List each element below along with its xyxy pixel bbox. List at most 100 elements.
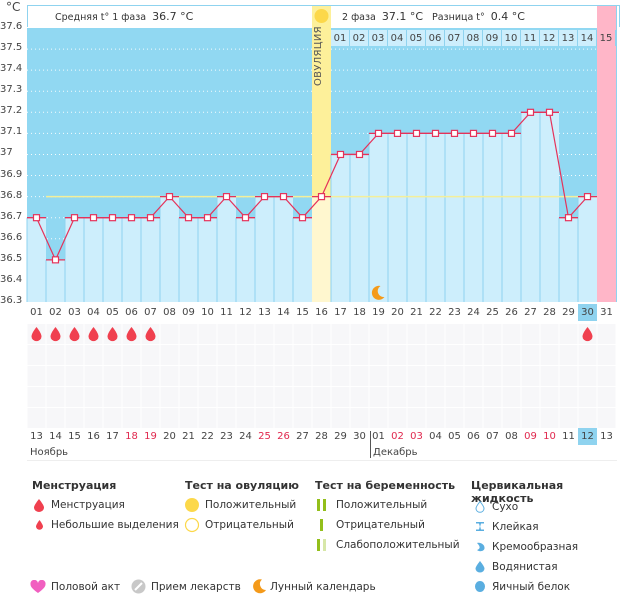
legend-item-menstruation: Менструация: [51, 499, 125, 511]
calendar-date-label[interactable]: 03: [410, 431, 423, 442]
calendar-date-label[interactable]: 18: [125, 431, 138, 442]
calendar-date-label[interactable]: 24: [239, 431, 252, 442]
menstruation-drop-icon: [145, 327, 156, 342]
cycle-day-label[interactable]: 20: [391, 307, 404, 318]
cycle-day-label[interactable]: 27: [524, 307, 537, 318]
symptom-cell: [198, 366, 217, 386]
calendar-date-label[interactable]: 12: [578, 428, 597, 445]
symptom-cell: [426, 408, 445, 428]
calendar-date-label[interactable]: 28: [315, 431, 328, 442]
luteal-day-label: 07: [445, 30, 464, 46]
symptom-cell: [521, 324, 540, 344]
calendar-date-label[interactable]: 09: [524, 431, 537, 442]
menstruation-drop-icon: [582, 327, 593, 342]
symptom-cell: [293, 366, 312, 386]
luteal-day-label: 11: [521, 30, 540, 46]
symptom-cell: [198, 345, 217, 365]
cycle-day-label[interactable]: 25: [486, 307, 499, 318]
temperature-bar: [103, 217, 122, 302]
calendar-date-label[interactable]: 13: [600, 431, 613, 442]
cycle-day-label[interactable]: 26: [505, 307, 518, 318]
calendar-date-label[interactable]: 17: [106, 431, 119, 442]
cycle-day-label[interactable]: 10: [201, 307, 214, 318]
luteal-day-label: 12: [540, 30, 559, 46]
legend-item-pregnancy-negative: Отрицательный: [336, 519, 425, 531]
calendar-date-label[interactable]: 22: [201, 431, 214, 442]
cycle-day-label[interactable]: 14: [277, 307, 290, 318]
moon-calendar-icon: [253, 579, 266, 594]
symptom-cell: [312, 324, 331, 344]
calendar-date-label[interactable]: 04: [429, 431, 442, 442]
calendar-date-label[interactable]: 07: [486, 431, 499, 442]
legend-item-pregnancy-positive: Положительный: [336, 499, 428, 511]
cycle-day-label[interactable]: 16: [315, 307, 328, 318]
temperature-point: [507, 129, 516, 137]
calendar-date-label[interactable]: 06: [467, 431, 480, 442]
cycle-day-label[interactable]: 30: [578, 304, 597, 321]
cycle-day-label[interactable]: 12: [239, 307, 252, 318]
cycle-day-label[interactable]: 04: [87, 307, 100, 318]
symptom-cell: [84, 387, 103, 407]
cycle-day-label[interactable]: 28: [543, 307, 556, 318]
legend-item-cervical-eggwhite: Яичный белок: [492, 581, 571, 593]
temperature-point: [203, 214, 212, 222]
calendar-date-label[interactable]: 08: [505, 431, 518, 442]
cycle-day-label[interactable]: 13: [258, 307, 271, 318]
y-axis-unit: °C: [6, 0, 21, 14]
calendar-date-label[interactable]: 01: [372, 431, 385, 442]
calendar-date-label[interactable]: 05: [448, 431, 461, 442]
temperature-bar: [464, 133, 483, 302]
calendar-date-label[interactable]: 16: [87, 431, 100, 442]
calendar-date-label[interactable]: 02: [391, 431, 404, 442]
cycle-day-label[interactable]: 23: [448, 307, 461, 318]
calendar-date-label[interactable]: 14: [49, 431, 62, 442]
calendar-date-label[interactable]: 11: [562, 431, 575, 442]
temperature-point: [184, 214, 193, 222]
symptom-cell: [407, 387, 426, 407]
cycle-day-label[interactable]: 17: [334, 307, 347, 318]
cycle-day-label[interactable]: 15: [296, 307, 309, 318]
cycle-day-label[interactable]: 21: [410, 307, 423, 318]
cycle-day-label[interactable]: 02: [49, 307, 62, 318]
calendar-date-label[interactable]: 15: [68, 431, 81, 442]
calendar-date-label[interactable]: 25: [258, 431, 271, 442]
calendar-date-label[interactable]: 26: [277, 431, 290, 442]
cervical-sticky-icon: [476, 522, 484, 531]
legend-title-ovulation-test: Тест на овуляцию: [185, 479, 299, 492]
cycle-day-label[interactable]: 06: [125, 307, 138, 318]
cycle-day-label[interactable]: 11: [220, 307, 233, 318]
cycle-day-label[interactable]: 22: [429, 307, 442, 318]
calendar-date-label[interactable]: 10: [543, 431, 556, 442]
calendar-date-label[interactable]: 30: [353, 431, 366, 442]
calendar-date-label[interactable]: 20: [163, 431, 176, 442]
luteal-day-label: 06: [426, 30, 445, 46]
cycle-day-label[interactable]: 29: [562, 307, 575, 318]
symptom-cell: [255, 387, 274, 407]
temperature-point: [222, 193, 231, 201]
calendar-date-label[interactable]: 27: [296, 431, 309, 442]
luteal-day-label: 05: [407, 30, 426, 46]
symptom-cell: [369, 366, 388, 386]
cycle-day-label[interactable]: 18: [353, 307, 366, 318]
calendar-date-label[interactable]: 19: [144, 431, 157, 442]
cycle-day-label[interactable]: 31: [600, 307, 613, 318]
cycle-day-label[interactable]: 01: [30, 307, 43, 318]
symptom-cell: [293, 345, 312, 365]
cycle-day-label[interactable]: 08: [163, 307, 176, 318]
pregnancy-test-faint-icon: [317, 539, 326, 551]
symptom-cell: [559, 387, 578, 407]
cycle-day-label[interactable]: 19: [372, 307, 385, 318]
symptom-cell: [103, 345, 122, 365]
cycle-day-label[interactable]: 07: [144, 307, 157, 318]
calendar-date-label[interactable]: 29: [334, 431, 347, 442]
cycle-day-label[interactable]: 05: [106, 307, 119, 318]
calendar-date-label[interactable]: 23: [220, 431, 233, 442]
cycle-day-label[interactable]: 09: [182, 307, 195, 318]
phase1-value: 36.7 °C: [152, 10, 194, 23]
symptom-cell: [65, 366, 84, 386]
symptom-cell: [597, 408, 616, 428]
calendar-date-label[interactable]: 13: [30, 431, 43, 442]
cycle-day-label[interactable]: 24: [467, 307, 480, 318]
calendar-date-label[interactable]: 21: [182, 431, 195, 442]
cycle-day-label[interactable]: 03: [68, 307, 81, 318]
